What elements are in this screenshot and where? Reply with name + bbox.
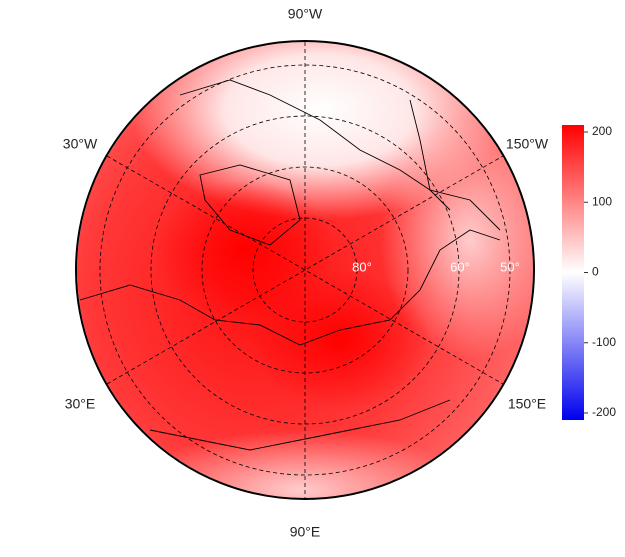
map-border: [75, 40, 535, 500]
meridian-label: 150°W: [506, 136, 549, 152]
latitude-label: 80°: [352, 259, 372, 274]
coastlines: [79, 79, 501, 451]
field: [77, 42, 533, 498]
latitude-label: 60°: [450, 259, 470, 274]
colorbar: -200 -100 0 100 200: [562, 124, 616, 420]
colorbar-tick-label: -100: [592, 335, 616, 349]
colorbar-tick-label: -200: [592, 405, 616, 419]
colorbar-tick-label: 100: [592, 194, 612, 208]
latitude-label: 50°: [500, 259, 520, 274]
meridian-label: 90°W: [288, 6, 323, 22]
graticule: [99, 42, 511, 498]
meridian-label: 90°E: [290, 524, 321, 540]
meridian-label: 150°E: [508, 396, 546, 412]
meridian-label: 30°E: [65, 396, 96, 412]
colorbar-scale: [562, 125, 584, 420]
colorbar-tick-label: 0: [592, 265, 599, 279]
meridian-label: 30°W: [63, 136, 98, 152]
colorbar-tick-label: 200: [592, 124, 612, 138]
